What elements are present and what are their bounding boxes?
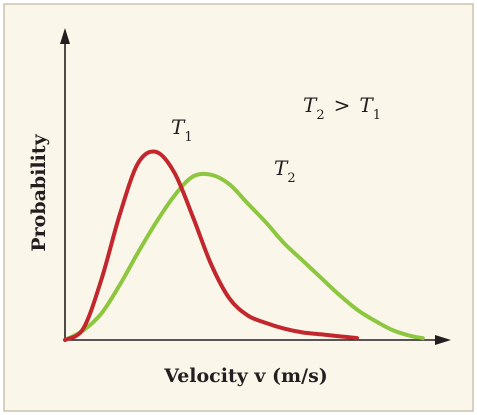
annotation-operator: > [334,93,351,117]
y-axis-label: Probability [28,133,50,251]
annotation-lhs-sub: 2 [316,108,324,123]
axes [60,28,451,345]
x-axis-arrow [435,335,451,345]
series-label-t2-base: T [274,156,289,180]
series-label-t2: T2 [274,156,296,186]
series-label-t2-sub: 2 [287,171,295,186]
series-label-t1-sub: 1 [184,130,192,145]
series-line-t2 [63,171,425,342]
annotation-rhs-base: T [359,93,374,117]
y-axis-arrow [60,28,70,44]
chart-frame [3,3,474,412]
x-axis-label: Velocity v (m/s) [163,365,328,387]
annotation-lhs-base: T [303,93,318,117]
series-label-t1: T1 [171,115,193,145]
temperature-relation-annotation: T2 > T1 [303,93,381,123]
series-layer [63,149,425,342]
series-label-t1-base: T [171,115,186,139]
annotation-rhs-sub: 1 [373,108,381,123]
series-line-t1 [63,149,359,342]
